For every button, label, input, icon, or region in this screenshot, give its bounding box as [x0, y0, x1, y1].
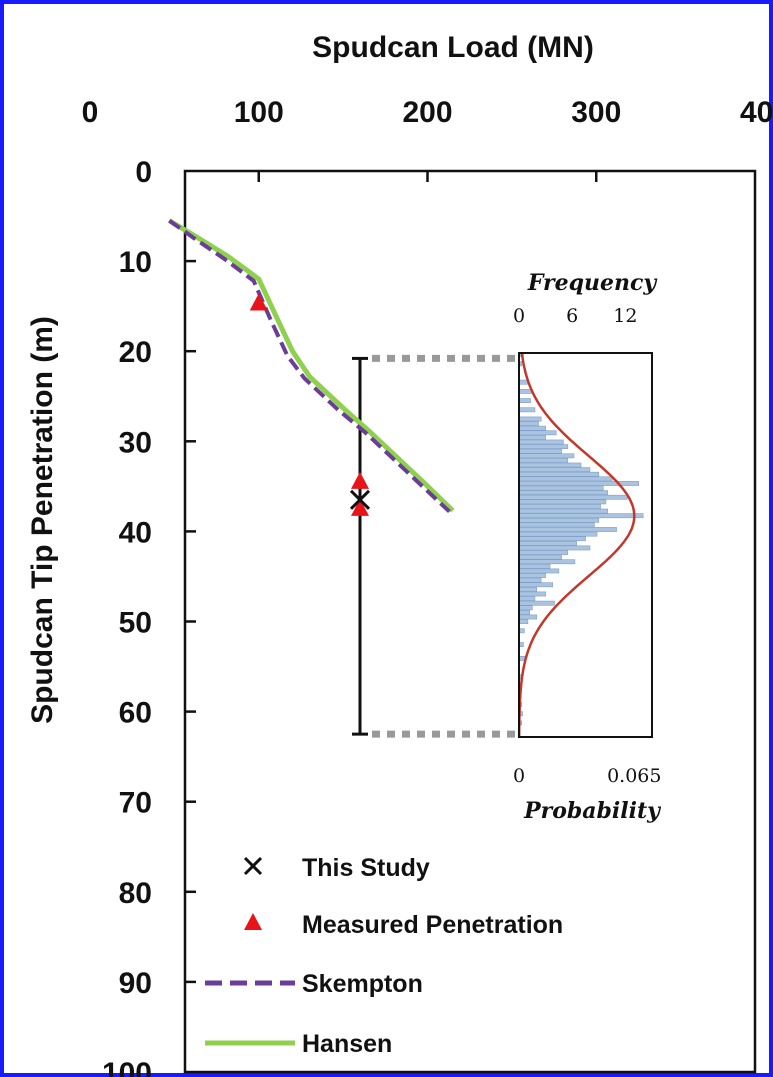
histogram-bar	[518, 421, 539, 427]
series-layer	[168, 218, 517, 738]
histogram-bar	[518, 573, 546, 578]
histogram-bar	[518, 609, 530, 615]
inset-density-curve	[517, 352, 636, 738]
inset-probability-tick-label: 0	[513, 765, 525, 787]
y-tick-label: 70	[119, 787, 152, 820]
x-axis-title: Spudcan Load (MN)	[312, 31, 594, 64]
y-tick-label: 50	[119, 607, 152, 640]
histogram-bar	[518, 504, 601, 509]
y-tick-label: 30	[119, 426, 152, 459]
histogram-bar	[518, 605, 533, 611]
legend-triangle-marker	[244, 913, 262, 930]
inset-probability-tick-label: 0.065	[607, 765, 661, 787]
histogram-bar	[518, 619, 529, 624]
histogram-bar	[518, 522, 595, 528]
x-tick-label: 100	[234, 96, 284, 129]
histogram-bar	[518, 444, 569, 450]
histogram-bar	[518, 462, 582, 468]
legend-cross-marker	[243, 856, 263, 876]
histogram-bar	[518, 614, 538, 620]
y-tick-label: 60	[119, 697, 152, 730]
inset-frequency-title: Frequency	[527, 270, 659, 296]
histogram-bar	[518, 596, 536, 601]
histogram-bar	[518, 563, 551, 569]
inset-histogram-bars	[518, 352, 644, 726]
inset-frequency-tick-label: 0	[513, 305, 525, 327]
histogram-bar	[518, 527, 617, 532]
measured-point	[351, 471, 369, 489]
legend-this-study: This Study	[243, 854, 430, 882]
histogram-bar	[518, 513, 644, 519]
histogram-bar	[518, 453, 575, 459]
histogram-bar	[518, 536, 586, 542]
x-tick-label: 300	[571, 96, 621, 129]
legend-measured: Measured Penetration	[244, 911, 563, 939]
histogram-bar	[518, 448, 562, 454]
histogram-bar	[518, 485, 604, 491]
histogram-bar	[518, 425, 546, 431]
measured-point	[351, 498, 369, 516]
axis-ticks	[185, 171, 598, 984]
histogram-bar	[518, 517, 600, 523]
inset-tick-labels: 0 6 12 0 0.065	[513, 305, 662, 787]
y-tick-label: 0	[135, 156, 152, 189]
histogram-bar	[518, 545, 591, 551]
histogram-bar	[518, 476, 613, 482]
histogram-bar	[518, 439, 564, 445]
legend-label-measured: Measured Penetration	[302, 911, 563, 939]
series-hansen-line	[168, 218, 455, 513]
legend-skempton: Skempton	[205, 970, 423, 998]
histogram-bar	[518, 508, 608, 514]
histogram-bar	[518, 490, 608, 496]
legend: This Study Measured Penetration Skempton…	[205, 854, 563, 1058]
series-skempton-line	[168, 218, 451, 514]
histogram-bar	[518, 407, 536, 413]
histogram-bar	[518, 458, 569, 463]
measured-point	[249, 293, 268, 311]
y-tick-label: 40	[119, 516, 152, 549]
histogram-bar	[518, 582, 553, 588]
x-tick-label: 200	[402, 96, 452, 129]
histogram-bar	[518, 531, 598, 537]
y-tick-label: 80	[119, 877, 152, 910]
histogram-bar	[518, 416, 542, 422]
legend-label-hansen: Hansen	[302, 1030, 392, 1058]
histogram-bar	[518, 586, 538, 592]
histogram-bar	[518, 568, 560, 574]
histogram-bar	[518, 398, 531, 403]
this-study-point	[349, 489, 371, 510]
y-tick-label: 100	[102, 1057, 152, 1077]
histogram-bar	[518, 577, 542, 583]
histogram-bar	[518, 600, 555, 606]
legend-label-this-study: This Study	[302, 854, 430, 882]
histogram-bar	[518, 467, 591, 473]
x-tick-label: 0	[82, 96, 99, 129]
y-tick-label: 20	[119, 336, 152, 369]
histogram-bar	[518, 499, 607, 505]
histogram-bar	[518, 435, 546, 440]
histogram-bar	[518, 379, 529, 385]
histogram-bar	[518, 430, 557, 436]
y-tick-label: 90	[119, 967, 152, 1000]
y-tick-label: 10	[119, 246, 152, 279]
histogram-bar	[518, 471, 600, 477]
inset-frequency-tick-label: 6	[566, 305, 578, 327]
axis-tick-labels: 01002003004000102030405060708090100	[82, 96, 773, 1077]
y-axis-title: Spudcan Tip Penetration (m)	[26, 316, 59, 724]
histogram-bar	[518, 559, 576, 565]
histogram-bar	[518, 554, 562, 560]
legend-hansen: Hansen	[205, 1030, 392, 1058]
histogram-bar	[518, 540, 577, 546]
inset-plot-area	[518, 352, 653, 738]
histogram-bar	[518, 591, 546, 597]
inset-frequency-tick-label: 12	[613, 305, 637, 327]
inset-probability-title: Probability	[523, 798, 662, 824]
probability-inset: Frequency Probability 0 6 12 0 0.065	[513, 270, 662, 824]
x-tick-label: 400	[740, 96, 773, 129]
legend-label-skempton: Skempton	[302, 970, 423, 998]
histogram-bar	[518, 494, 628, 500]
histogram-bar	[518, 550, 569, 555]
